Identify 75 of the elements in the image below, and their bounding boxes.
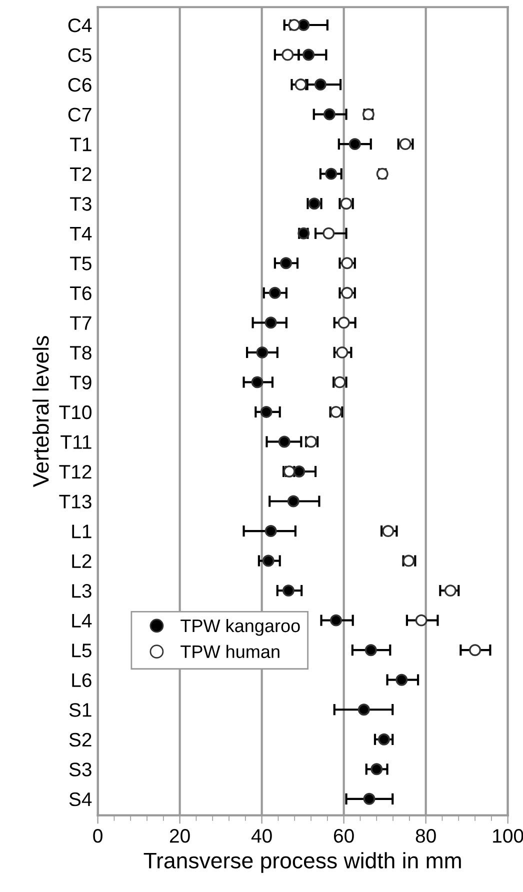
point (302, 48, 315, 61)
point (363, 792, 376, 805)
y-tick-label: T6 (70, 286, 92, 300)
y-tick-label: T7 (70, 316, 92, 330)
y-tick-label: T2 (70, 167, 92, 181)
point (364, 644, 377, 656)
point (288, 19, 300, 31)
y-tick-label: L3 (72, 584, 92, 598)
y-tick-label: T4 (70, 227, 92, 240)
point (256, 346, 268, 358)
point (287, 495, 300, 508)
y-tick-label: C4 (68, 18, 92, 32)
legend-label: TPW kangaroo (180, 618, 300, 636)
y-tick-label: T1 (70, 138, 92, 152)
y-tick-label: T3 (70, 197, 92, 211)
point (293, 466, 306, 478)
point (260, 406, 272, 418)
point (370, 763, 383, 776)
point (444, 584, 456, 597)
point (268, 286, 281, 299)
y-tick-label: S3 (69, 762, 92, 776)
y-tick-label: C7 (68, 108, 92, 122)
y-tick-label: T11 (60, 435, 92, 449)
point (336, 346, 348, 358)
point (298, 19, 310, 31)
y-tick-label: S4 (69, 792, 92, 806)
y-axis-title: Vertebral levels (32, 336, 49, 488)
x-tick-label: 0 (93, 828, 102, 843)
point (378, 733, 390, 746)
y-tick-label: S2 (69, 732, 92, 747)
y-tick-label: L6 (72, 673, 92, 688)
point (278, 436, 290, 448)
y-tick-label: L1 (72, 524, 92, 538)
point (341, 286, 354, 299)
x-axis-title: Transverse process width in mm (144, 852, 461, 873)
point (314, 78, 326, 91)
point (282, 584, 294, 597)
point (264, 525, 277, 538)
y-tick-label: T8 (70, 346, 92, 360)
point (294, 78, 307, 91)
x-tick-label: 80 (416, 828, 436, 843)
point (280, 257, 292, 270)
point (264, 316, 277, 329)
y-tick-label: T13 (59, 494, 92, 508)
point (282, 48, 294, 61)
point (262, 554, 274, 567)
y-tick-label: T12 (59, 464, 92, 479)
point (338, 316, 350, 329)
point (325, 168, 338, 180)
x-tick-label: 40 (251, 828, 272, 843)
legend-label: TPW human (180, 644, 280, 658)
x-tick-label: 20 (170, 828, 190, 843)
y-tick-label: L2 (72, 554, 92, 568)
point (348, 138, 361, 150)
point (323, 108, 336, 120)
point (322, 227, 335, 240)
y-tick-label: T9 (70, 376, 92, 390)
y-tick-label: S1 (69, 703, 92, 717)
point (251, 376, 264, 388)
point (415, 614, 428, 626)
point (399, 138, 412, 150)
y-tick-label: C5 (68, 48, 92, 62)
y-tick-label: L5 (72, 644, 92, 658)
y-tick-label: C6 (68, 78, 92, 92)
x-tick-label: 60 (334, 828, 354, 843)
y-tick-label: L4 (72, 614, 92, 628)
point (330, 614, 342, 626)
y-tick-label: T10 (59, 405, 92, 420)
point (341, 257, 354, 270)
point (469, 644, 482, 656)
y-tick-label: T5 (70, 256, 92, 270)
x-tick-label: 100 (493, 828, 523, 843)
point (396, 674, 408, 686)
point (382, 525, 394, 538)
point (358, 704, 370, 716)
